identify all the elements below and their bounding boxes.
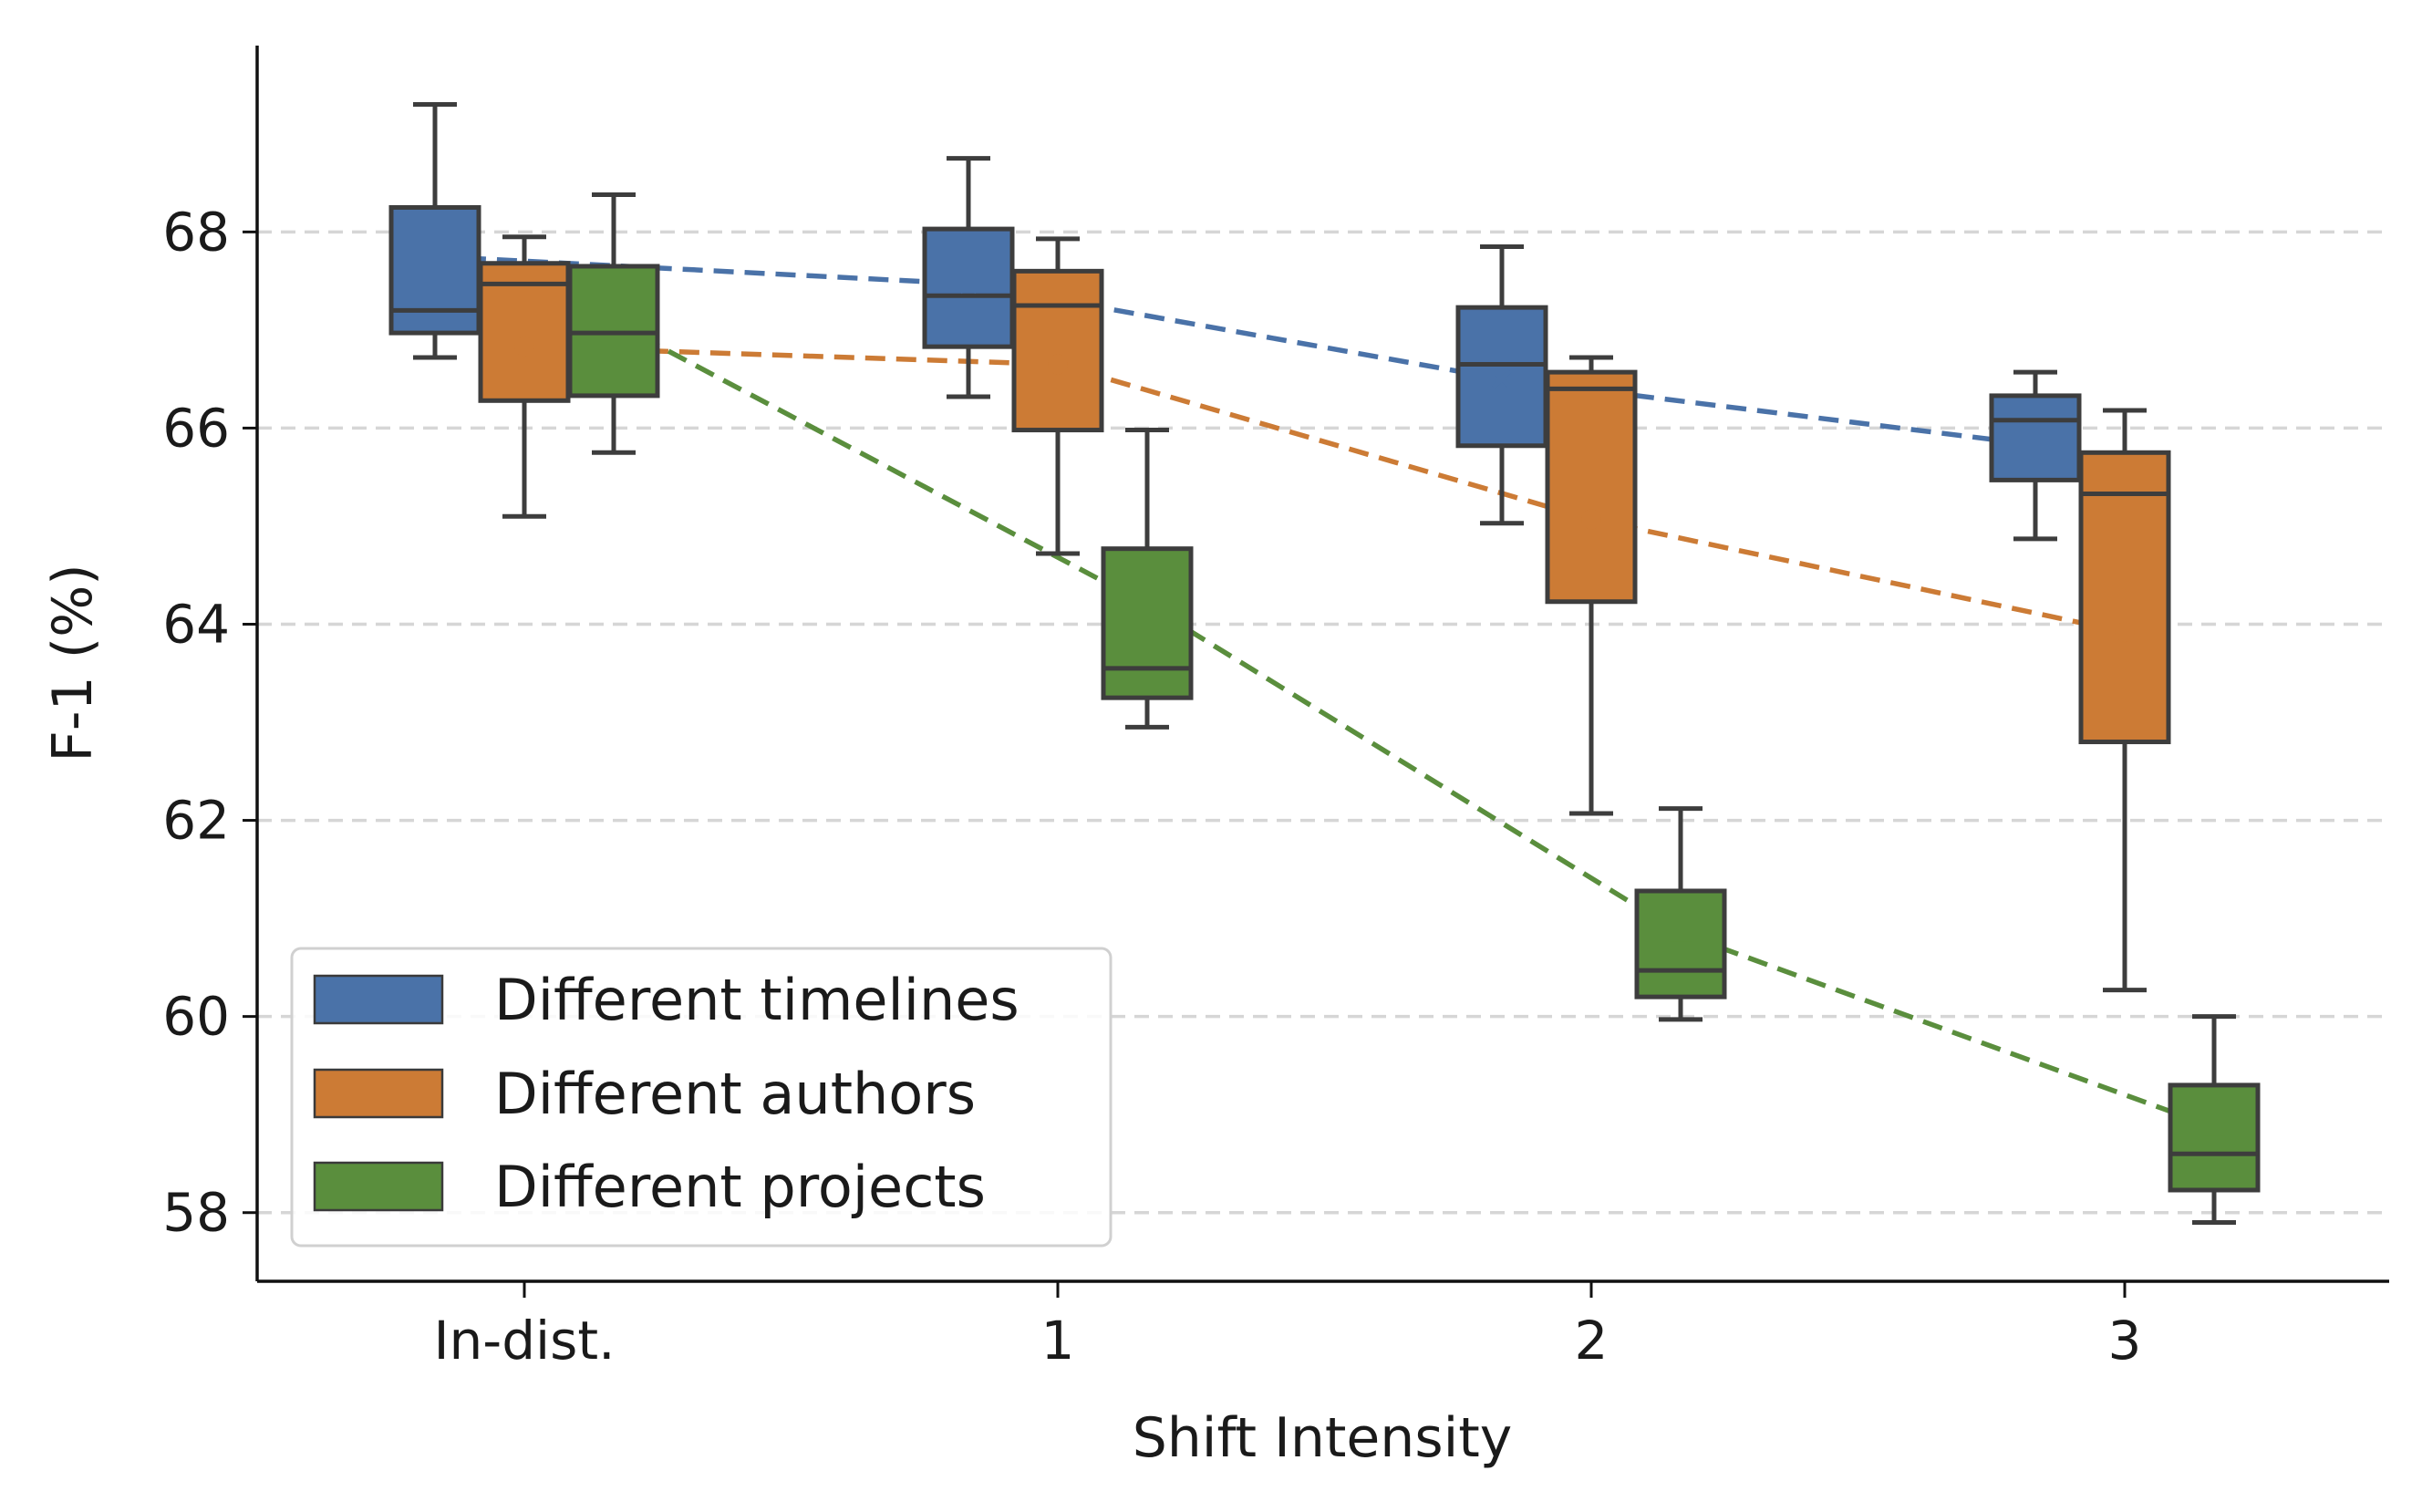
mean-trend-line [523, 344, 2126, 635]
y-tick-label: 68 [162, 201, 230, 263]
x-tick-label: 2 [1575, 1310, 1609, 1372]
legend: Different timelines Different authors Di… [290, 947, 1113, 1248]
box-body [478, 261, 571, 403]
box-body [1101, 546, 1194, 700]
box-body [1011, 268, 1104, 433]
mean-trend-line [612, 319, 2215, 1130]
mean-trend-lines [434, 254, 2215, 1130]
x-tick-label: 3 [2108, 1310, 2142, 1372]
box-plot-item [1101, 428, 1194, 730]
tick-labels: 58 60 62 64 66 68 In-dist. 1 2 3 [162, 201, 2141, 1372]
legend-swatch-projects [313, 1161, 444, 1212]
box-plot-item [1634, 806, 1727, 1022]
y-tick-label: 58 [162, 1182, 230, 1244]
box-plot-item [1989, 369, 2082, 542]
mean-marker [425, 246, 445, 266]
legend-label-timelines: Different timelines [494, 967, 1020, 1033]
box-body [922, 226, 1015, 349]
mean-marker [1492, 368, 1512, 389]
box-body [2078, 450, 2171, 745]
y-axis-title: F-1 (%) [41, 564, 105, 761]
box-plot-item [388, 102, 481, 360]
mean-marker [1136, 592, 1158, 613]
box-body [2168, 1082, 2261, 1193]
mean-marker [2025, 434, 2045, 455]
x-tick-label: 1 [1041, 1310, 1075, 1372]
box-plot-item [478, 234, 571, 519]
box-plot-item [1545, 355, 1638, 816]
box-body [1989, 393, 2082, 482]
y-tick-label: 60 [162, 986, 230, 1048]
axes [243, 46, 2389, 1298]
mean-markers [425, 246, 2225, 1136]
box-body [1545, 369, 1638, 605]
legend-label-authors: Different authors [494, 1061, 976, 1127]
legend-swatch-timelines [313, 974, 444, 1025]
box-plot-item [1455, 243, 1548, 526]
boxes [388, 102, 2261, 1225]
box-plot-item [2078, 408, 2171, 993]
box-plot-item [922, 156, 1015, 399]
box-plot-item [1011, 236, 1104, 556]
y-tick-label: 64 [162, 593, 230, 655]
mean-marker [1670, 921, 1692, 942]
mean-marker [1581, 509, 1601, 530]
mean-marker [958, 274, 978, 295]
mean-trend-line [434, 254, 2036, 448]
box-body [388, 204, 481, 336]
mean-marker [2203, 1115, 2225, 1136]
y-tick-label: 66 [162, 397, 230, 459]
box-plot-item [567, 192, 660, 455]
box-plot-item [2168, 1014, 2261, 1225]
mean-marker [1048, 354, 1068, 375]
box-body [1634, 888, 1727, 999]
legend-label-projects: Different projects [494, 1154, 986, 1220]
legend-frame [290, 947, 1113, 1248]
x-tick-label: In-dist. [433, 1310, 615, 1372]
mean-marker [2115, 622, 2135, 643]
mean-marker [514, 337, 534, 357]
x-axis-title: Shift Intensity [1133, 1406, 1513, 1470]
legend-swatch-authors [313, 1068, 444, 1119]
y-tick-label: 62 [162, 790, 230, 852]
mean-marker [603, 310, 625, 331]
